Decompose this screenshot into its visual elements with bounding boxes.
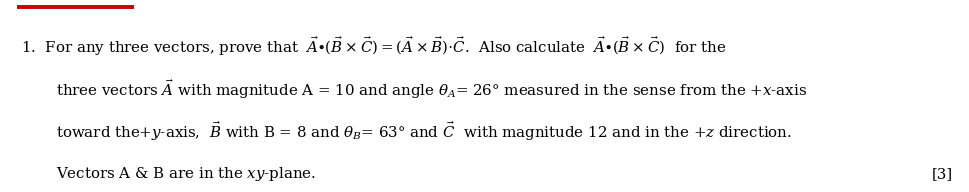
Text: 1.  For any three vectors, prove that  $\vec{A}{\bullet}(\vec{B}\times\vec{C}) =: 1. For any three vectors, prove that $\v… bbox=[21, 35, 727, 58]
Text: Vectors A & B are in the $xy$-plane.: Vectors A & B are in the $xy$-plane. bbox=[56, 165, 316, 183]
Text: [3]: [3] bbox=[931, 167, 953, 181]
Text: three vectors $\vec{A}$ with magnitude A = 10 and angle $\theta_A$= 26° measured: three vectors $\vec{A}$ with magnitude A… bbox=[56, 78, 807, 101]
Text: toward the+$y$-axis,  $\vec{B}$ with B = 8 and $\theta_B$= 63° and $\vec{C}$  wi: toward the+$y$-axis, $\vec{B}$ with B = … bbox=[56, 120, 793, 143]
